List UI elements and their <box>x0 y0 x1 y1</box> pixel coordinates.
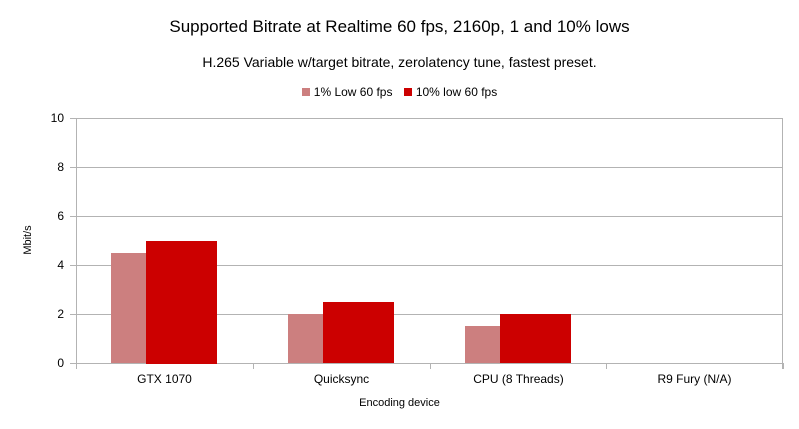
legend-item-10pct: 10% low 60 fps <box>403 85 498 99</box>
bar-10pct <box>323 302 394 363</box>
x-tick <box>76 363 77 369</box>
x-category-label: Quicksync <box>313 372 370 386</box>
y-tick-label: 10 <box>50 111 64 125</box>
y-axis-line <box>76 118 77 369</box>
y-tick-label: 8 <box>57 160 64 174</box>
y-axis-title: Mbit/s <box>22 225 34 255</box>
bar-10pct <box>146 241 217 364</box>
y-tick <box>70 118 76 119</box>
legend-swatch-10pct <box>403 88 412 96</box>
legend: 1% Low 60 fps 10% low 60 fps <box>0 85 799 99</box>
gridline <box>76 265 783 266</box>
gridline <box>76 363 783 364</box>
y-tick-label: 2 <box>57 307 64 321</box>
legend-label-1pct: 1% Low 60 fps <box>313 85 393 99</box>
y-tick-label: 6 <box>57 209 64 223</box>
x-category-label: R9 Fury (N/A) <box>657 372 732 386</box>
x-tick <box>606 363 607 369</box>
gridline <box>76 314 783 315</box>
y-tick <box>70 216 76 217</box>
y-tick-label: 0 <box>57 356 64 370</box>
y-tick <box>70 314 76 315</box>
gridline <box>76 216 783 217</box>
chart-title: Supported Bitrate at Realtime 60 fps, 21… <box>169 17 630 36</box>
legend-swatch-1pct <box>301 88 310 96</box>
bar-1pct <box>465 326 500 363</box>
legend-label-10pct: 10% low 60 fps <box>415 85 498 99</box>
legend-item-1pct: 1% Low 60 fps <box>301 85 393 99</box>
plot-area: 0 2 4 6 8 10 GTX 1070 Quicksync CPU (8 Threads) R… <box>51 111 784 386</box>
y-tick <box>70 167 76 168</box>
x-tick <box>783 363 784 369</box>
x-tick <box>430 363 431 369</box>
gridline <box>76 167 783 168</box>
x-axis-title: Encoding device <box>359 397 440 409</box>
gridline <box>76 118 783 119</box>
y-tick <box>70 265 76 266</box>
bar-1pct <box>288 314 323 363</box>
bar-1pct <box>111 253 146 363</box>
x-category-label: GTX 1070 <box>137 372 192 386</box>
x-category-label: CPU (8 Threads) <box>473 372 564 386</box>
chart-subtitle: H.265 Variable w/target bitrate, zerolat… <box>202 54 597 70</box>
y-tick-label: 4 <box>57 258 64 272</box>
x-tick <box>253 363 254 369</box>
bar-10pct <box>500 314 571 363</box>
y-tick <box>70 363 76 364</box>
plot-right-border <box>782 118 783 369</box>
